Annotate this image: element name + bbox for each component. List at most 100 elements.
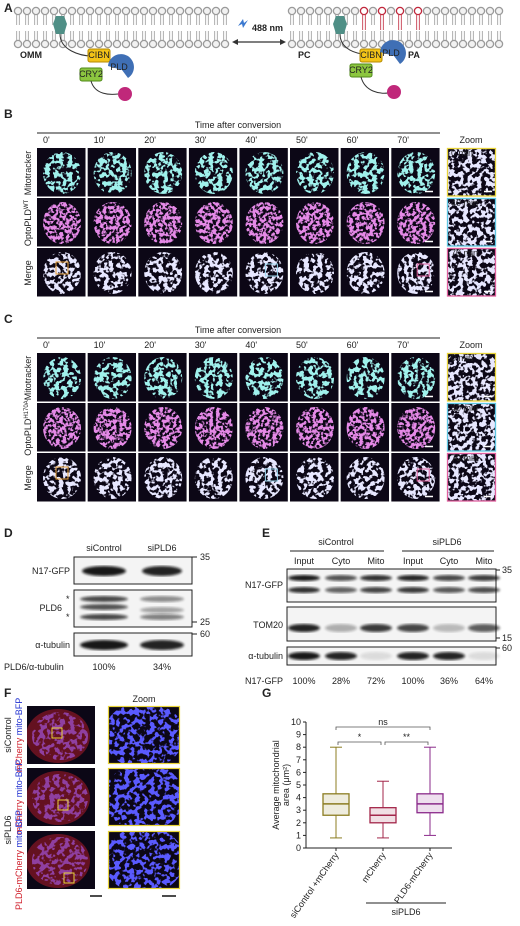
lipid-head — [476, 39, 486, 49]
pc-label: PC — [298, 50, 311, 60]
y-tick-label: 10 — [291, 717, 301, 727]
lipid-head — [485, 39, 495, 49]
row-name: Merge — [23, 465, 33, 491]
band — [325, 587, 357, 593]
micrograph — [138, 453, 187, 502]
cell — [93, 202, 132, 244]
cell — [144, 357, 183, 399]
lipid-head — [31, 39, 41, 49]
band — [468, 575, 500, 581]
blot — [286, 606, 497, 642]
pld-blob — [108, 54, 134, 78]
channel-red: mCherry — [14, 737, 24, 772]
channel-red: PLD6-mCherry — [14, 850, 24, 911]
lipid-head — [94, 6, 104, 16]
micrograph — [290, 403, 339, 452]
band — [360, 652, 392, 660]
lipid-head — [368, 39, 378, 49]
lipid-head — [413, 6, 423, 16]
band — [360, 624, 392, 632]
pld-label: PLD — [110, 62, 128, 72]
lipid-head — [287, 6, 297, 16]
cry2-label: CRY2 — [79, 69, 103, 79]
cell — [93, 357, 132, 399]
cell — [108, 768, 180, 826]
lipid-head — [103, 6, 113, 16]
micrograph — [87, 353, 137, 402]
micrograph — [391, 198, 440, 247]
ratio: 28% — [332, 676, 350, 686]
micrograph — [340, 198, 390, 247]
band — [397, 652, 429, 660]
lipid-head — [305, 39, 315, 49]
lipid-head — [323, 39, 333, 49]
lipid-head — [85, 6, 95, 16]
cell-red — [27, 834, 90, 888]
channel-blue: mito-BFP — [14, 698, 24, 736]
zoom-frame — [107, 830, 181, 890]
lipid-head — [148, 39, 158, 49]
time-label: 20' — [144, 135, 156, 145]
time-label: 30' — [195, 340, 207, 350]
cell — [346, 202, 385, 244]
x-tick-label: siControl +mCherry — [288, 850, 341, 920]
lipid-head — [121, 39, 131, 49]
lipid-head — [67, 6, 77, 16]
zoom-time: 0 min — [451, 353, 473, 363]
y-tick-label: 0 — [296, 843, 301, 853]
cell — [245, 252, 284, 294]
row-name: OptoPLD — [23, 209, 33, 247]
roi — [55, 466, 69, 480]
micrograph — [447, 453, 496, 502]
cibn-label: CIBN — [360, 50, 382, 60]
blot — [73, 632, 193, 657]
lipid-head — [413, 39, 423, 49]
blot-label: PLD6 — [39, 603, 62, 613]
micrograph — [188, 148, 238, 197]
sig-label: * — [358, 732, 362, 742]
sig-label: ns — [378, 717, 388, 727]
micrograph — [138, 248, 187, 297]
fraction-label: Input — [294, 556, 315, 566]
cell — [397, 457, 436, 499]
lipid-head — [314, 39, 324, 49]
cry2-label: CRY2 — [349, 65, 373, 75]
lipid-head — [94, 39, 104, 49]
cell — [447, 148, 496, 197]
ratio: 72% — [367, 676, 385, 686]
cell — [397, 152, 436, 194]
time-label: 70' — [397, 340, 409, 350]
lipid-head — [31, 6, 41, 16]
cell — [93, 152, 132, 194]
time-label: 50' — [296, 135, 308, 145]
band — [360, 587, 392, 593]
lipid-head — [175, 6, 185, 16]
zoom-frame — [446, 197, 497, 247]
lipid-head — [386, 6, 396, 16]
cell — [346, 357, 385, 399]
time-label: 10' — [94, 340, 106, 350]
micrograph — [188, 248, 238, 297]
tag — [387, 85, 401, 99]
cell — [346, 457, 385, 499]
cibn-label: CIBN — [88, 50, 110, 60]
micrograph — [447, 353, 496, 402]
ratio: 64% — [475, 676, 493, 686]
lipid-head — [341, 39, 351, 49]
cell-red — [27, 709, 90, 763]
row-name: OptoPLD — [23, 418, 33, 456]
zoom-label: Zoom — [459, 340, 482, 350]
band — [468, 652, 500, 660]
star: * — [66, 594, 70, 604]
micrograph — [138, 353, 187, 402]
ratio: 100% — [92, 662, 115, 672]
micrograph — [138, 148, 187, 197]
lipid-head — [314, 6, 324, 16]
lipid-head — [422, 6, 432, 16]
blot-label: α-tubulin — [248, 651, 283, 661]
band — [397, 575, 429, 581]
micrograph — [290, 248, 339, 297]
cell — [144, 202, 183, 244]
lipid-head — [377, 6, 387, 16]
cell — [194, 407, 233, 449]
